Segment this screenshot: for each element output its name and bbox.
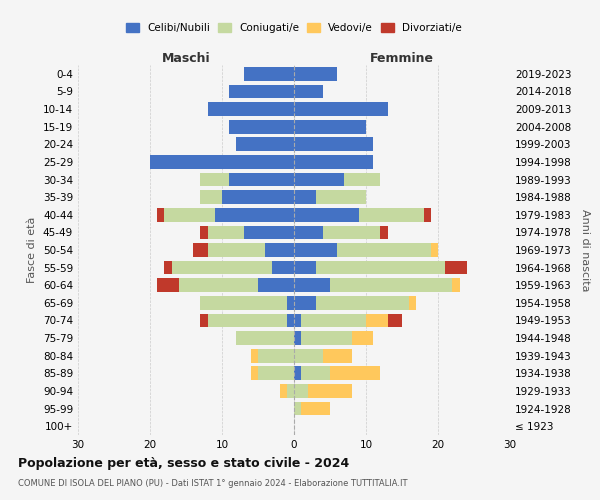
Bar: [294, 172, 344, 186]
Bar: [294, 314, 301, 328]
Bar: [330, 278, 452, 292]
Bar: [229, 84, 294, 98]
Bar: [308, 384, 352, 398]
Bar: [294, 296, 316, 310]
Bar: [208, 226, 244, 239]
Bar: [352, 331, 373, 345]
Bar: [236, 138, 294, 151]
Bar: [294, 278, 330, 292]
Bar: [294, 260, 316, 274]
Bar: [258, 278, 294, 292]
Y-axis label: Fasce di età: Fasce di età: [28, 217, 37, 283]
Bar: [244, 67, 294, 80]
Bar: [380, 226, 388, 239]
Bar: [409, 296, 416, 310]
Bar: [294, 190, 316, 204]
Bar: [445, 260, 467, 274]
Bar: [294, 402, 301, 415]
Bar: [452, 278, 460, 292]
Bar: [344, 172, 380, 186]
Text: Maschi: Maschi: [161, 52, 211, 66]
Text: Popolazione per età, sesso e stato civile - 2024: Popolazione per età, sesso e stato civil…: [18, 458, 349, 470]
Bar: [200, 172, 229, 186]
Bar: [265, 243, 294, 257]
Bar: [164, 260, 172, 274]
Bar: [294, 331, 301, 345]
Bar: [316, 190, 366, 204]
Bar: [287, 314, 294, 328]
Bar: [229, 120, 294, 134]
Bar: [157, 208, 164, 222]
Bar: [337, 243, 431, 257]
Bar: [316, 260, 445, 274]
Bar: [323, 349, 352, 362]
Bar: [294, 102, 388, 116]
Bar: [200, 190, 222, 204]
Bar: [323, 226, 380, 239]
Y-axis label: Anni di nascita: Anni di nascita: [580, 209, 590, 291]
Bar: [280, 384, 287, 398]
Bar: [200, 296, 287, 310]
Bar: [236, 331, 294, 345]
Bar: [244, 226, 294, 239]
Bar: [294, 384, 308, 398]
Bar: [330, 366, 380, 380]
Bar: [193, 243, 208, 257]
Bar: [150, 155, 294, 169]
Bar: [200, 314, 208, 328]
Bar: [229, 172, 294, 186]
Bar: [287, 296, 294, 310]
Bar: [157, 278, 179, 292]
Bar: [294, 138, 373, 151]
Bar: [258, 349, 294, 362]
Bar: [258, 366, 294, 380]
Bar: [431, 243, 438, 257]
Bar: [301, 314, 366, 328]
Bar: [388, 314, 402, 328]
Bar: [164, 208, 215, 222]
Bar: [294, 120, 366, 134]
Bar: [251, 349, 258, 362]
Bar: [301, 366, 330, 380]
Bar: [172, 260, 272, 274]
Legend: Celibi/Nubili, Coniugati/e, Vedovi/e, Divorziati/e: Celibi/Nubili, Coniugati/e, Vedovi/e, Di…: [122, 18, 466, 37]
Bar: [208, 102, 294, 116]
Bar: [316, 296, 409, 310]
Bar: [359, 208, 424, 222]
Bar: [424, 208, 431, 222]
Bar: [294, 349, 323, 362]
Bar: [294, 243, 337, 257]
Bar: [301, 331, 352, 345]
Bar: [294, 84, 323, 98]
Bar: [251, 366, 258, 380]
Bar: [294, 226, 323, 239]
Bar: [208, 314, 287, 328]
Bar: [272, 260, 294, 274]
Bar: [301, 402, 330, 415]
Bar: [294, 366, 301, 380]
Bar: [294, 155, 373, 169]
Bar: [222, 190, 294, 204]
Bar: [294, 67, 337, 80]
Bar: [294, 208, 359, 222]
Bar: [215, 208, 294, 222]
Bar: [366, 314, 388, 328]
Bar: [179, 278, 258, 292]
Text: Femmine: Femmine: [370, 52, 434, 66]
Bar: [208, 243, 265, 257]
Bar: [200, 226, 208, 239]
Bar: [287, 384, 294, 398]
Text: COMUNE DI ISOLA DEL PIANO (PU) - Dati ISTAT 1° gennaio 2024 - Elaborazione TUTTI: COMUNE DI ISOLA DEL PIANO (PU) - Dati IS…: [18, 479, 407, 488]
